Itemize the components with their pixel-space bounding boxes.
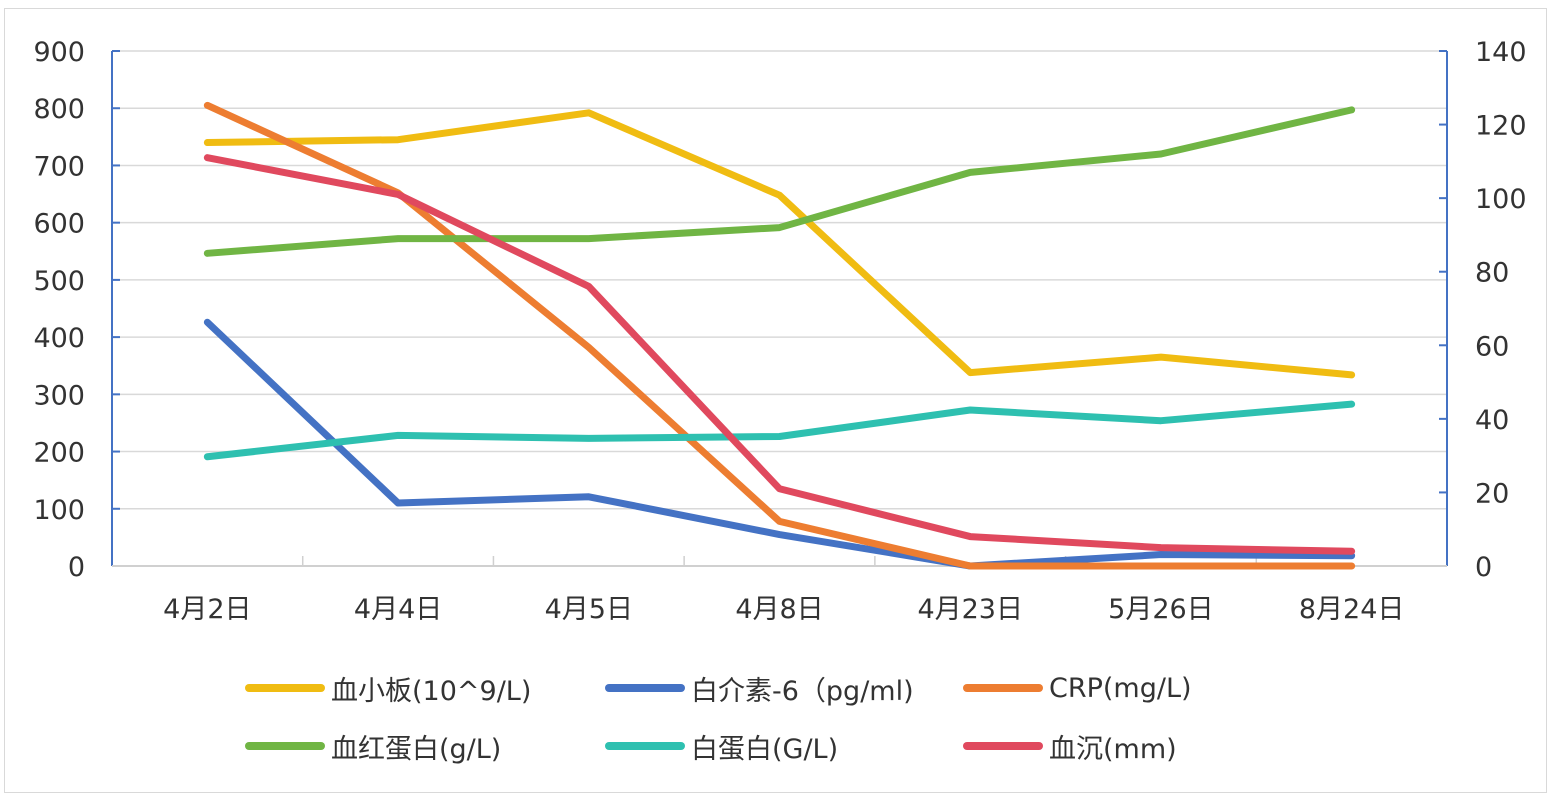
y-left-tick-label: 500 (33, 266, 85, 297)
y-left-tick-label: 0 (68, 552, 85, 583)
legend-label: 白蛋白(G/L) (691, 733, 839, 765)
y-right-tick-label: 0 (1475, 552, 1492, 583)
y-right-tick-label: 80 (1475, 258, 1509, 289)
legend-label: CRP(mg/L) (1049, 672, 1192, 704)
legend-item-platelet: 血小板(10^9/L) (245, 668, 531, 708)
legend-swatch (245, 684, 325, 692)
legend-swatch (245, 742, 325, 750)
x-tick-label: 5月26日 (1108, 594, 1214, 625)
y-left-tick-label: 400 (33, 323, 85, 354)
y-left-tick-label: 900 (33, 37, 85, 68)
x-tick-label: 4月4日 (354, 594, 442, 625)
x-tick-label: 4月23日 (917, 594, 1023, 625)
y-right-tick-label: 40 (1475, 405, 1509, 436)
y-left-tick-label: 600 (33, 209, 85, 240)
y-left-tick-label: 100 (33, 495, 85, 526)
legend-label: 血沉(mm) (1049, 733, 1177, 765)
legend-label: 白介素-6（pg/ml) (691, 675, 914, 707)
legend-item-hemoglobin: 血红蛋白(g/L) (245, 726, 501, 766)
y-right-tick-label: 140 (1475, 37, 1527, 68)
series-lines (203, 101, 1356, 570)
x-tick-label: 4月5日 (545, 594, 633, 625)
legend: 血小板(10^9/L) 白介素-6（pg/ml) CRP(mg/L) 血红蛋白(… (245, 668, 1245, 768)
y-left-tick-label: 300 (33, 380, 85, 411)
legend-swatch (605, 684, 685, 692)
legend-item-albumin: 白蛋白(G/L) (605, 726, 838, 766)
series-line-1 (203, 318, 1356, 570)
legend-item-crp: CRP(mg/L) (963, 668, 1192, 708)
series-line-3 (203, 106, 1356, 257)
y-right-tick-label: 100 (1475, 184, 1527, 215)
series-line-2 (203, 101, 1356, 570)
legend-swatch (963, 684, 1043, 692)
series-line-5 (203, 154, 1356, 555)
y-left-tick-label: 200 (33, 438, 85, 469)
y-left-tick-label: 800 (33, 94, 85, 125)
legend-swatch (605, 742, 685, 750)
series-line-0 (203, 109, 1356, 379)
series-line-4 (203, 400, 1356, 461)
legend-label: 血小板(10^9/L) (331, 675, 532, 707)
legend-item-esr: 血沉(mm) (963, 726, 1177, 766)
tick-labels: 0 100 200 300 400 500 600 700 800 900 0 20 40 60 80 100… (33, 37, 1526, 625)
legend-swatch (963, 742, 1043, 750)
legend-label: 血红蛋白(g/L) (331, 733, 502, 765)
y-left-tick-label: 700 (33, 151, 85, 182)
gridlines (112, 50, 1447, 510)
legend-item-il6: 白介素-6（pg/ml) (605, 668, 914, 708)
x-tick-label: 8月24日 (1299, 594, 1405, 625)
y-right-tick-label: 60 (1475, 331, 1509, 362)
x-tick-label: 4月2日 (163, 594, 251, 625)
y-right-tick-label: 20 (1475, 478, 1509, 509)
x-tick-label: 4月8日 (735, 594, 823, 625)
y-right-tick-label: 120 (1475, 111, 1527, 142)
